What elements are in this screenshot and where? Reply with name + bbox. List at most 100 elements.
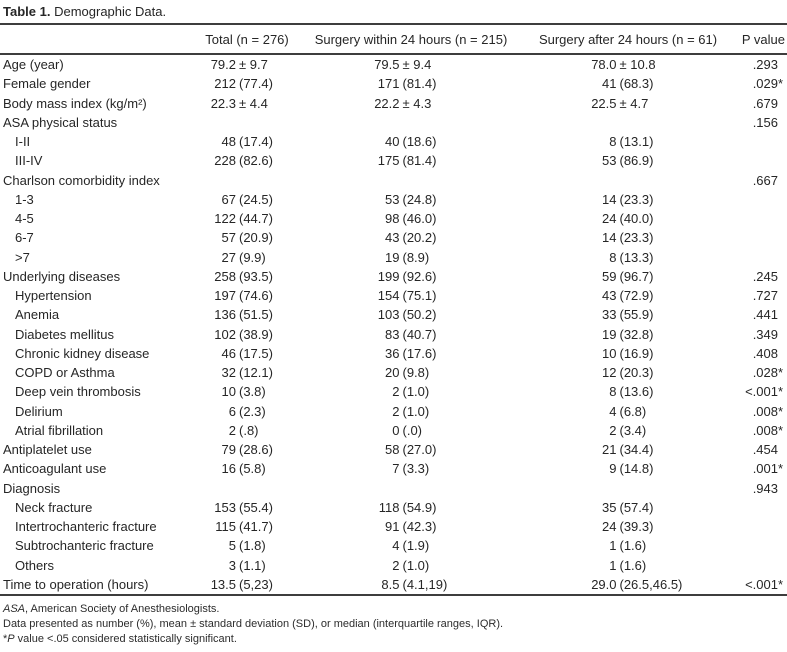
value: 154 (75.1) [377, 288, 437, 303]
cell-p-value [736, 151, 787, 170]
table-row: Neck fracture 153 (55.4) 118 (54.9) 35 (57.4) [0, 498, 787, 517]
value: 8.5 (4.1,19) [381, 576, 448, 592]
cell-within: 4 (1.9) [302, 536, 520, 555]
cell-total: 10 (3.8) [192, 382, 302, 401]
value: 103 (50.2) [377, 307, 437, 323]
cell-within: 58 (27.0) [302, 440, 520, 459]
value: 21 (34.4) [602, 442, 654, 457]
table-row: Atrial fibrillation 2 (.8) 0 (.0) 2 (3.4) .008* [0, 421, 787, 440]
cell-p-value: .156 [736, 113, 787, 132]
value: 2 (1.0) [392, 384, 430, 400]
value: 53 (86.9) [602, 153, 654, 169]
table-row: Anemia 136 (51.5) 103 (50.2) 33 (55.9) .441 [0, 305, 787, 324]
cell-after: 2 (3.4) [520, 421, 736, 440]
value: 91 (42.3) [385, 519, 437, 534]
p-value: .008 [752, 403, 778, 419]
value: 175 (81.4) [377, 153, 437, 169]
cell-after: 4 (6.8) [520, 402, 736, 421]
value: 43 (72.9) [602, 288, 654, 303]
cell-total: 13.5 (5,23) [192, 575, 302, 595]
significance-star: * [778, 76, 784, 92]
value: 83 (40.7) [385, 326, 437, 342]
table-row: Time to operation (hours) 13.5 (5,23) 8.5 (4… [0, 575, 787, 595]
value: 2 (3.4) [609, 422, 647, 438]
table-row: ASA physical status .156 [0, 113, 787, 132]
table-row: Intertrochanteric fracture 115 (41.7) 91 (42… [0, 517, 787, 536]
cell-p-value: .349 [736, 325, 787, 344]
value: 24 (39.3) [602, 519, 654, 534]
p-value: .943 [752, 480, 778, 496]
table-row: Deep vein thrombosis 10 (3.8) 2 (1.0) 8 (13.6)… [0, 382, 787, 401]
cell-total: 46 (17.5) [192, 344, 302, 363]
cell-after: 9 (14.8) [520, 459, 736, 478]
column-header-within: Surgery within 24 hours (n = 215) [302, 24, 520, 55]
value: 2 (1.0) [392, 557, 430, 573]
p-value: .028 [752, 365, 778, 380]
significance-star: * [778, 576, 784, 592]
cell-total [192, 113, 302, 132]
cell-p-value: .028* [736, 363, 787, 382]
table-row: Others 3 (1.1) 2 (1.0) 1 (1.6) [0, 556, 787, 575]
demographic-data-table: Total (n = 276) Surgery within 24 hours (… [0, 23, 787, 596]
value: 8 (13.1) [609, 134, 654, 149]
cell-p-value: .441 [736, 305, 787, 324]
value: 20 (9.8) [385, 365, 430, 380]
table-header-row: Total (n = 276) Surgery within 24 hours (… [0, 24, 787, 55]
cell-within: 22.2 ± 4.3 [302, 94, 520, 113]
row-label: Deep vein thrombosis [15, 384, 141, 400]
cell-total: 102 (38.9) [192, 325, 302, 344]
value: 58 (27.0) [385, 442, 437, 457]
value: 7 (3.3) [392, 461, 430, 477]
value: 199 (92.6) [377, 268, 437, 284]
cell-p-value: .454 [736, 440, 787, 459]
p-value: .408 [752, 345, 778, 361]
cell-within: 8.5 (4.1,19) [302, 575, 520, 595]
cell-total: 228 (82.6) [192, 151, 302, 170]
significance-star: * [778, 384, 784, 400]
cell-total: 3 (1.1) [192, 556, 302, 575]
cell-within: 83 (40.7) [302, 325, 520, 344]
table-row: III-IV 228 (82.6) 175 (81.4) 53 (86.9) [0, 151, 787, 170]
table-row: Delirium 6 (2.3) 2 (1.0) 4 (6.8) .008* [0, 402, 787, 421]
row-label: Intertrochanteric fracture [15, 519, 157, 534]
p-value: .029 [752, 76, 778, 92]
cell-p-value [736, 517, 787, 536]
table-row: Female gender 212 (77.4) 171 (81.4) 41 (68.3).… [0, 74, 787, 93]
p-value: <.001 [745, 576, 778, 592]
value: 98 (46.0) [385, 211, 437, 226]
cell-after: 12 (20.3) [520, 363, 736, 382]
significance-star: * [778, 422, 784, 438]
cell-after: 43 (72.9) [520, 286, 736, 305]
cell-after: 41 (68.3) [520, 74, 736, 93]
p-value: .667 [752, 172, 778, 188]
value: 22.3 ± 4.4 [210, 95, 268, 111]
table-row: Diagnosis .943 [0, 479, 787, 498]
value: 27 (9.9) [221, 249, 266, 265]
row-label: Chronic kidney disease [15, 345, 150, 361]
row-label: Age (year) [3, 57, 64, 72]
cell-within: 0 (.0) [302, 421, 520, 440]
value: 33 (55.9) [602, 307, 654, 323]
row-label: Delirium [15, 403, 63, 419]
cell-after: 24 (39.3) [520, 517, 736, 536]
cell-after: 1 (1.6) [520, 536, 736, 555]
footnote: Data presented as number (%), mean ± sta… [3, 618, 504, 630]
value: 0 (.0) [392, 422, 422, 438]
table-row: Antiplatelet use 79 (28.6) 58 (27.0) 21 (34.4)… [0, 440, 787, 459]
cell-after: 29.0 (26.5,46.5) [520, 575, 736, 595]
row-label: ASA physical status [3, 114, 118, 130]
value: 16 (5.8) [221, 461, 266, 477]
cell-total: 57 (20.9) [192, 228, 302, 247]
cell-total: 5 (1.8) [192, 536, 302, 555]
cell-p-value: .408 [736, 344, 787, 363]
row-label: I-II [15, 134, 31, 149]
cell-within: 2 (1.0) [302, 402, 520, 421]
cell-p-value [736, 190, 787, 209]
cell-total: 27 (9.9) [192, 248, 302, 267]
cell-after: 19 (32.8) [520, 325, 736, 344]
cell-within: 2 (1.0) [302, 382, 520, 401]
cell-within: 7 (3.3) [302, 459, 520, 478]
cell-after: 59 (96.7) [520, 267, 736, 286]
cell-after: 78.0 ± 10.8 [520, 54, 736, 74]
